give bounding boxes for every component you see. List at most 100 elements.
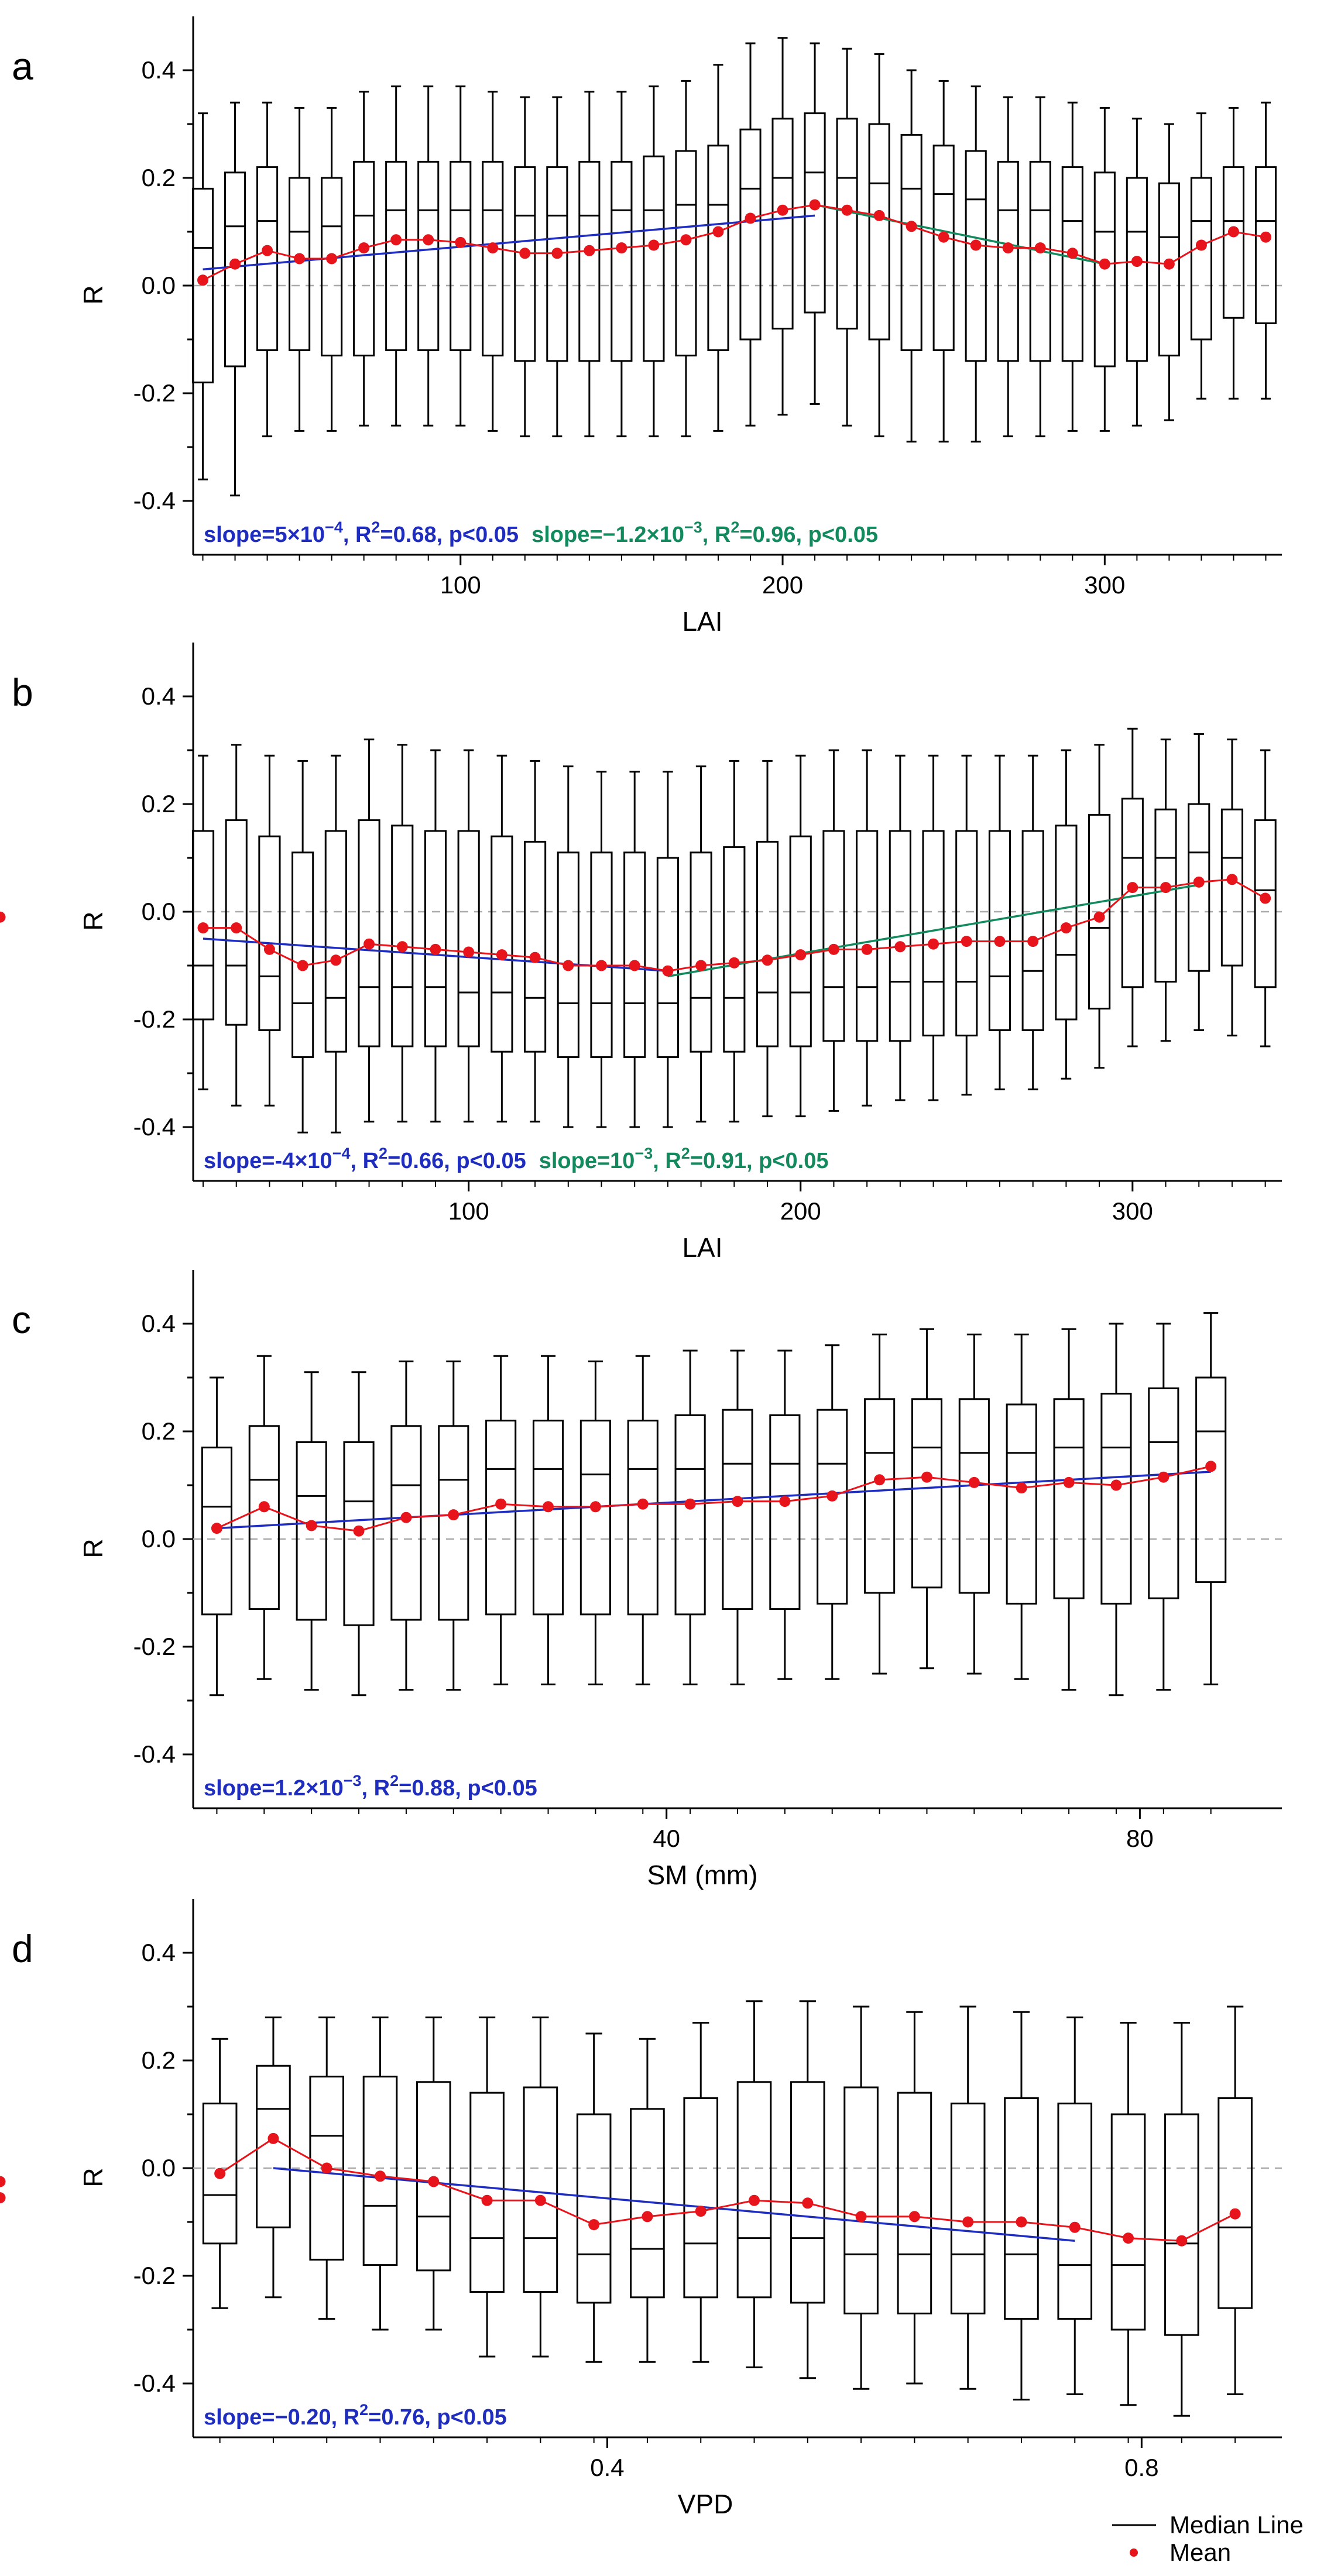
fit-line [203, 214, 815, 271]
box-iqr [1110, 2113, 1146, 2331]
mean-point [1063, 1476, 1075, 1488]
box-iqr [385, 160, 407, 351]
box-iqr [289, 177, 311, 351]
box [836, 47, 858, 427]
box-iqr [789, 835, 812, 1047]
mean-point [231, 922, 242, 934]
box [390, 1360, 422, 1691]
x-tick-label: 300 [1112, 1197, 1153, 1225]
panel-letter: a [12, 44, 33, 88]
box [191, 112, 214, 480]
box-iqr [416, 2081, 451, 2272]
x-tick-label: 100 [448, 1197, 489, 1225]
box-iqr [1148, 1387, 1179, 1599]
box-iqr [578, 160, 601, 362]
box [643, 85, 665, 438]
box [524, 760, 547, 1123]
fit-line [814, 204, 1105, 265]
mean-line [203, 878, 1266, 972]
fit-stat-text: slope=-4×10−4, R2=0.66, p<0.05 [204, 1145, 526, 1173]
y-tick-label: 0.2 [142, 164, 176, 191]
box [736, 2000, 772, 2368]
mean-point [962, 2216, 974, 2228]
box-iqr [771, 118, 794, 330]
box [864, 1333, 896, 1675]
panel-a: -0.4 -0.2 0.0 0.2 0.4 100 200 300 R LAI a slope=5×1… [12, 16, 1282, 637]
mean-point [1127, 882, 1138, 894]
mean-point [396, 941, 408, 953]
mean-point [961, 936, 972, 947]
box-iqr [256, 166, 279, 351]
box-iqr [1254, 166, 1277, 324]
mean-point [197, 274, 209, 286]
mean-point [0, 911, 6, 923]
box-iqr [576, 2113, 612, 2304]
fit-stat-text: slope=−1.2×10−3, R2=0.96, p<0.05 [531, 518, 878, 547]
box-iqr [1254, 819, 1277, 988]
box [202, 2038, 238, 2309]
box-iqr [1195, 1376, 1227, 1584]
box-iqr [897, 2091, 932, 2314]
y-tick-label: 0.0 [142, 1525, 176, 1553]
mean-point [728, 957, 740, 968]
box [579, 1360, 611, 1685]
mean-point [375, 2170, 386, 2182]
box-iqr [722, 1409, 753, 1610]
box [922, 754, 945, 1101]
mean-point [448, 1509, 459, 1521]
box-iqr [611, 160, 633, 362]
box-iqr [900, 133, 922, 351]
box [523, 2016, 558, 2358]
panel-letter: c [12, 1298, 31, 1341]
mean-point [968, 1476, 980, 1488]
box-iqr [843, 2086, 879, 2314]
box [1004, 2011, 1039, 2401]
box [191, 754, 215, 1091]
legend-median-label: Median Line [1169, 2511, 1304, 2539]
box [248, 1355, 280, 1680]
box [1217, 2005, 1253, 2395]
box [224, 101, 246, 497]
mean-point [1034, 242, 1046, 254]
mean-line [216, 1465, 1212, 1532]
mean-point [873, 209, 885, 221]
box-iqr [922, 830, 945, 1037]
mean-point [321, 2162, 332, 2174]
box-iqr [707, 145, 729, 351]
box-iqr [1190, 177, 1212, 341]
box [958, 1333, 990, 1675]
mean-point [732, 1496, 743, 1507]
mean-point [306, 1520, 317, 1531]
box [391, 744, 414, 1123]
box [1088, 744, 1111, 1069]
fit-stat-text: slope=1.2×10−3, R2=0.88, p<0.05 [204, 1772, 537, 1801]
legend-mean-label: Mean [1169, 2539, 1231, 2566]
x-tick-label: 0.8 [1124, 2454, 1158, 2481]
box [1061, 101, 1083, 432]
mean-point [861, 943, 873, 955]
box-iqr [450, 160, 472, 351]
box [1055, 749, 1078, 1080]
mean-point [1193, 876, 1205, 888]
box [385, 85, 407, 427]
box [1021, 754, 1044, 1091]
mean-point [908, 2211, 920, 2223]
fit-stat-text: slope=5×10−4, R2=0.68, p<0.05 [204, 518, 519, 547]
mean-point [430, 943, 441, 955]
mean-point [616, 242, 627, 254]
box-iqr [390, 1425, 422, 1621]
x-tick-label: 100 [440, 571, 481, 599]
mean-point [1060, 922, 1072, 934]
box [889, 754, 911, 1101]
box-iqr [1006, 1403, 1037, 1605]
box-iqr [769, 1414, 801, 1610]
box-iqr [656, 857, 679, 1058]
box-iqr [1217, 2097, 1253, 2309]
box-iqr [817, 1409, 848, 1605]
mean-point [584, 245, 595, 256]
mean-point [795, 949, 807, 961]
fit-line [217, 1471, 1211, 1530]
mean-point [353, 1525, 365, 1537]
mean-point [563, 960, 574, 971]
box-iqr [868, 123, 890, 341]
